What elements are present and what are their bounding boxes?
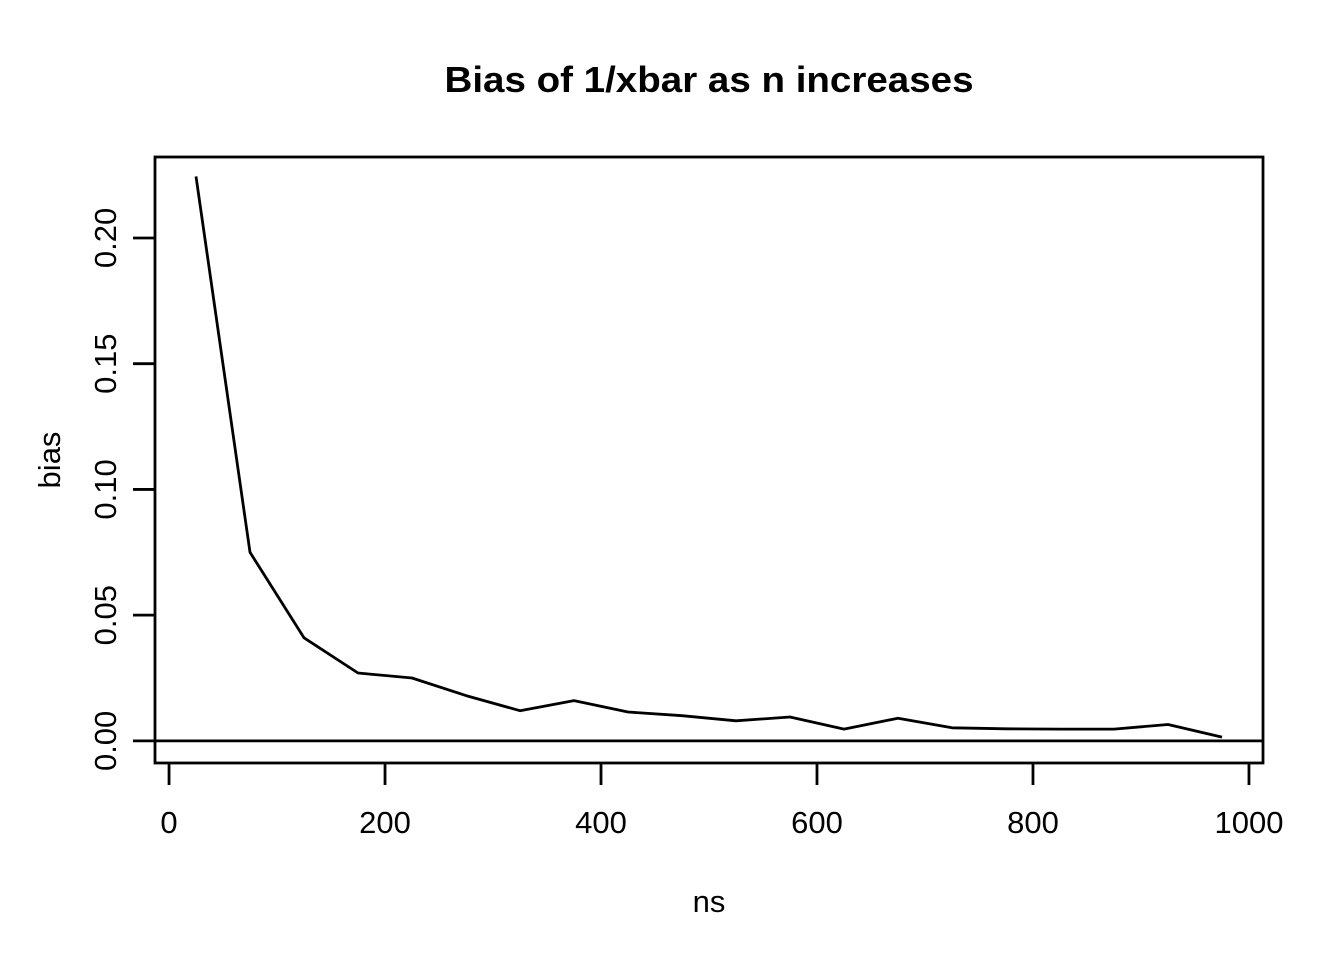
y-tick-label: 0.20: [88, 208, 123, 268]
x-tick-label: 400: [575, 805, 627, 840]
y-axis-label: bias: [32, 432, 67, 489]
y-tick-label: 0.05: [88, 585, 123, 645]
x-tick-label: 0: [160, 805, 177, 840]
x-tick-label: 600: [791, 805, 843, 840]
bias-line: [194, 176, 1223, 739]
bias-data-line: [194, 176, 1223, 739]
axis-tick-labels: 0 200 400 600 800 1000 0.00 0.05 0.10 0.15 0.20: [88, 208, 1283, 840]
x-tick-label: 800: [1007, 805, 1059, 840]
x-axis-label: ns: [693, 884, 726, 919]
plot-frame: [153, 155, 1265, 765]
x-tick-label: 200: [359, 805, 411, 840]
y-tick-label: 0.10: [88, 459, 123, 519]
x-tick-label: 1000: [1214, 805, 1283, 840]
y-tick-label: 0.00: [88, 711, 123, 771]
y-tick-label: 0.15: [88, 334, 123, 394]
plot-box: [153, 155, 1265, 765]
plot-title: Bias of 1/xbar as n increases: [445, 59, 974, 100]
axis-ticks: [133, 236, 1251, 785]
